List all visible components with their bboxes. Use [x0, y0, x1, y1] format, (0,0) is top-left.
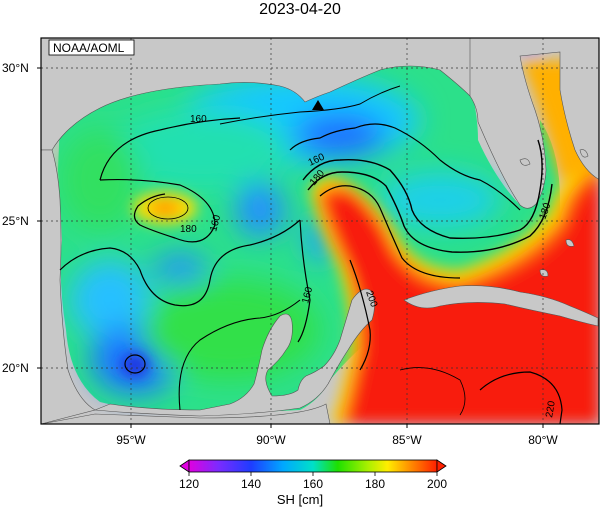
colorbar-tick: 120 — [179, 477, 199, 491]
lon-label: 95°W — [116, 433, 146, 447]
lat-label: 20°N — [2, 361, 29, 375]
lon-label: 80°W — [528, 433, 558, 447]
map-frame — [40, 37, 600, 425]
contour-label: 220 — [544, 400, 558, 419]
coastline — [41, 38, 599, 424]
contour-label: 160 — [190, 114, 207, 125]
graticule — [41, 38, 599, 424]
colorbar-tick: 180 — [365, 477, 385, 491]
contour-label: 160 — [300, 285, 315, 304]
credit-box — [48, 39, 135, 56]
map-title: 2023-04-20 — [259, 1, 341, 18]
contour-label: 180 — [180, 224, 197, 235]
lat-ticks — [37, 67, 544, 428]
lat-label: 30°N — [2, 61, 29, 75]
contour-lines — [59, 85, 563, 424]
colorbar-tick: 140 — [241, 477, 261, 491]
colorbar-tick: 200 — [427, 477, 447, 491]
colorbar-low-arrow — [179, 459, 190, 473]
colorbar-label: SH [cm] — [276, 492, 324, 507]
colorbar-tick: 160 — [303, 477, 323, 491]
map-panel: 160 160 160 160 180 180 180 200 220 NOAA… — [41, 38, 599, 424]
colorbar-high-arrow — [436, 459, 447, 473]
lon-label: 85°W — [392, 433, 422, 447]
credit-label: NOAA/AOML — [53, 41, 125, 55]
station-marker-icon — [312, 100, 324, 110]
lat-label: 25°N — [2, 214, 29, 228]
contour-label: 160 — [208, 213, 223, 232]
colorbar: 120 140 160 180 200 — [179, 459, 447, 491]
lon-label: 90°W — [256, 433, 286, 447]
colorbar-bar — [188, 459, 438, 473]
